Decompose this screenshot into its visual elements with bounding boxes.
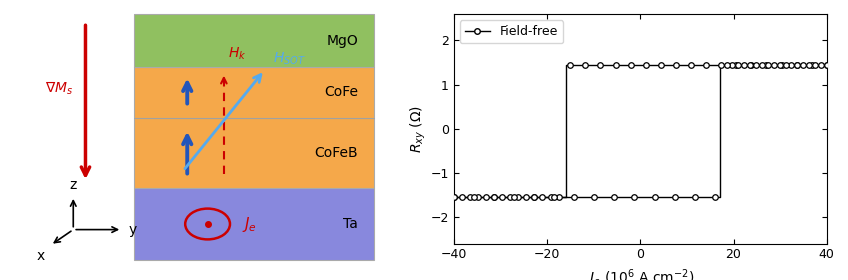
Text: x: x (36, 249, 44, 263)
Bar (134, 118, 375, 188)
Y-axis label: $R_{xy}$ (Ω): $R_{xy}$ (Ω) (409, 105, 427, 153)
Text: $\nabla M_s$: $\nabla M_s$ (45, 80, 73, 97)
Text: $J_e$: $J_e$ (243, 214, 257, 234)
Text: MgO: MgO (326, 34, 358, 48)
Text: y: y (128, 223, 137, 237)
Bar (134, 67, 375, 118)
Bar (134, 188, 375, 260)
Text: Ta: Ta (343, 217, 358, 231)
Text: $H_{SOT}$: $H_{SOT}$ (273, 51, 305, 67)
Text: $H_k$: $H_k$ (228, 45, 247, 62)
X-axis label: $J_e$ (10$^6$ A cm$^{-2}$): $J_e$ (10$^6$ A cm$^{-2}$) (587, 267, 694, 280)
Text: CoFe: CoFe (324, 85, 358, 99)
Bar (134, 14, 375, 67)
Text: z: z (70, 178, 77, 192)
Text: CoFeB: CoFeB (315, 146, 358, 160)
Legend: Field-free: Field-free (460, 20, 563, 43)
